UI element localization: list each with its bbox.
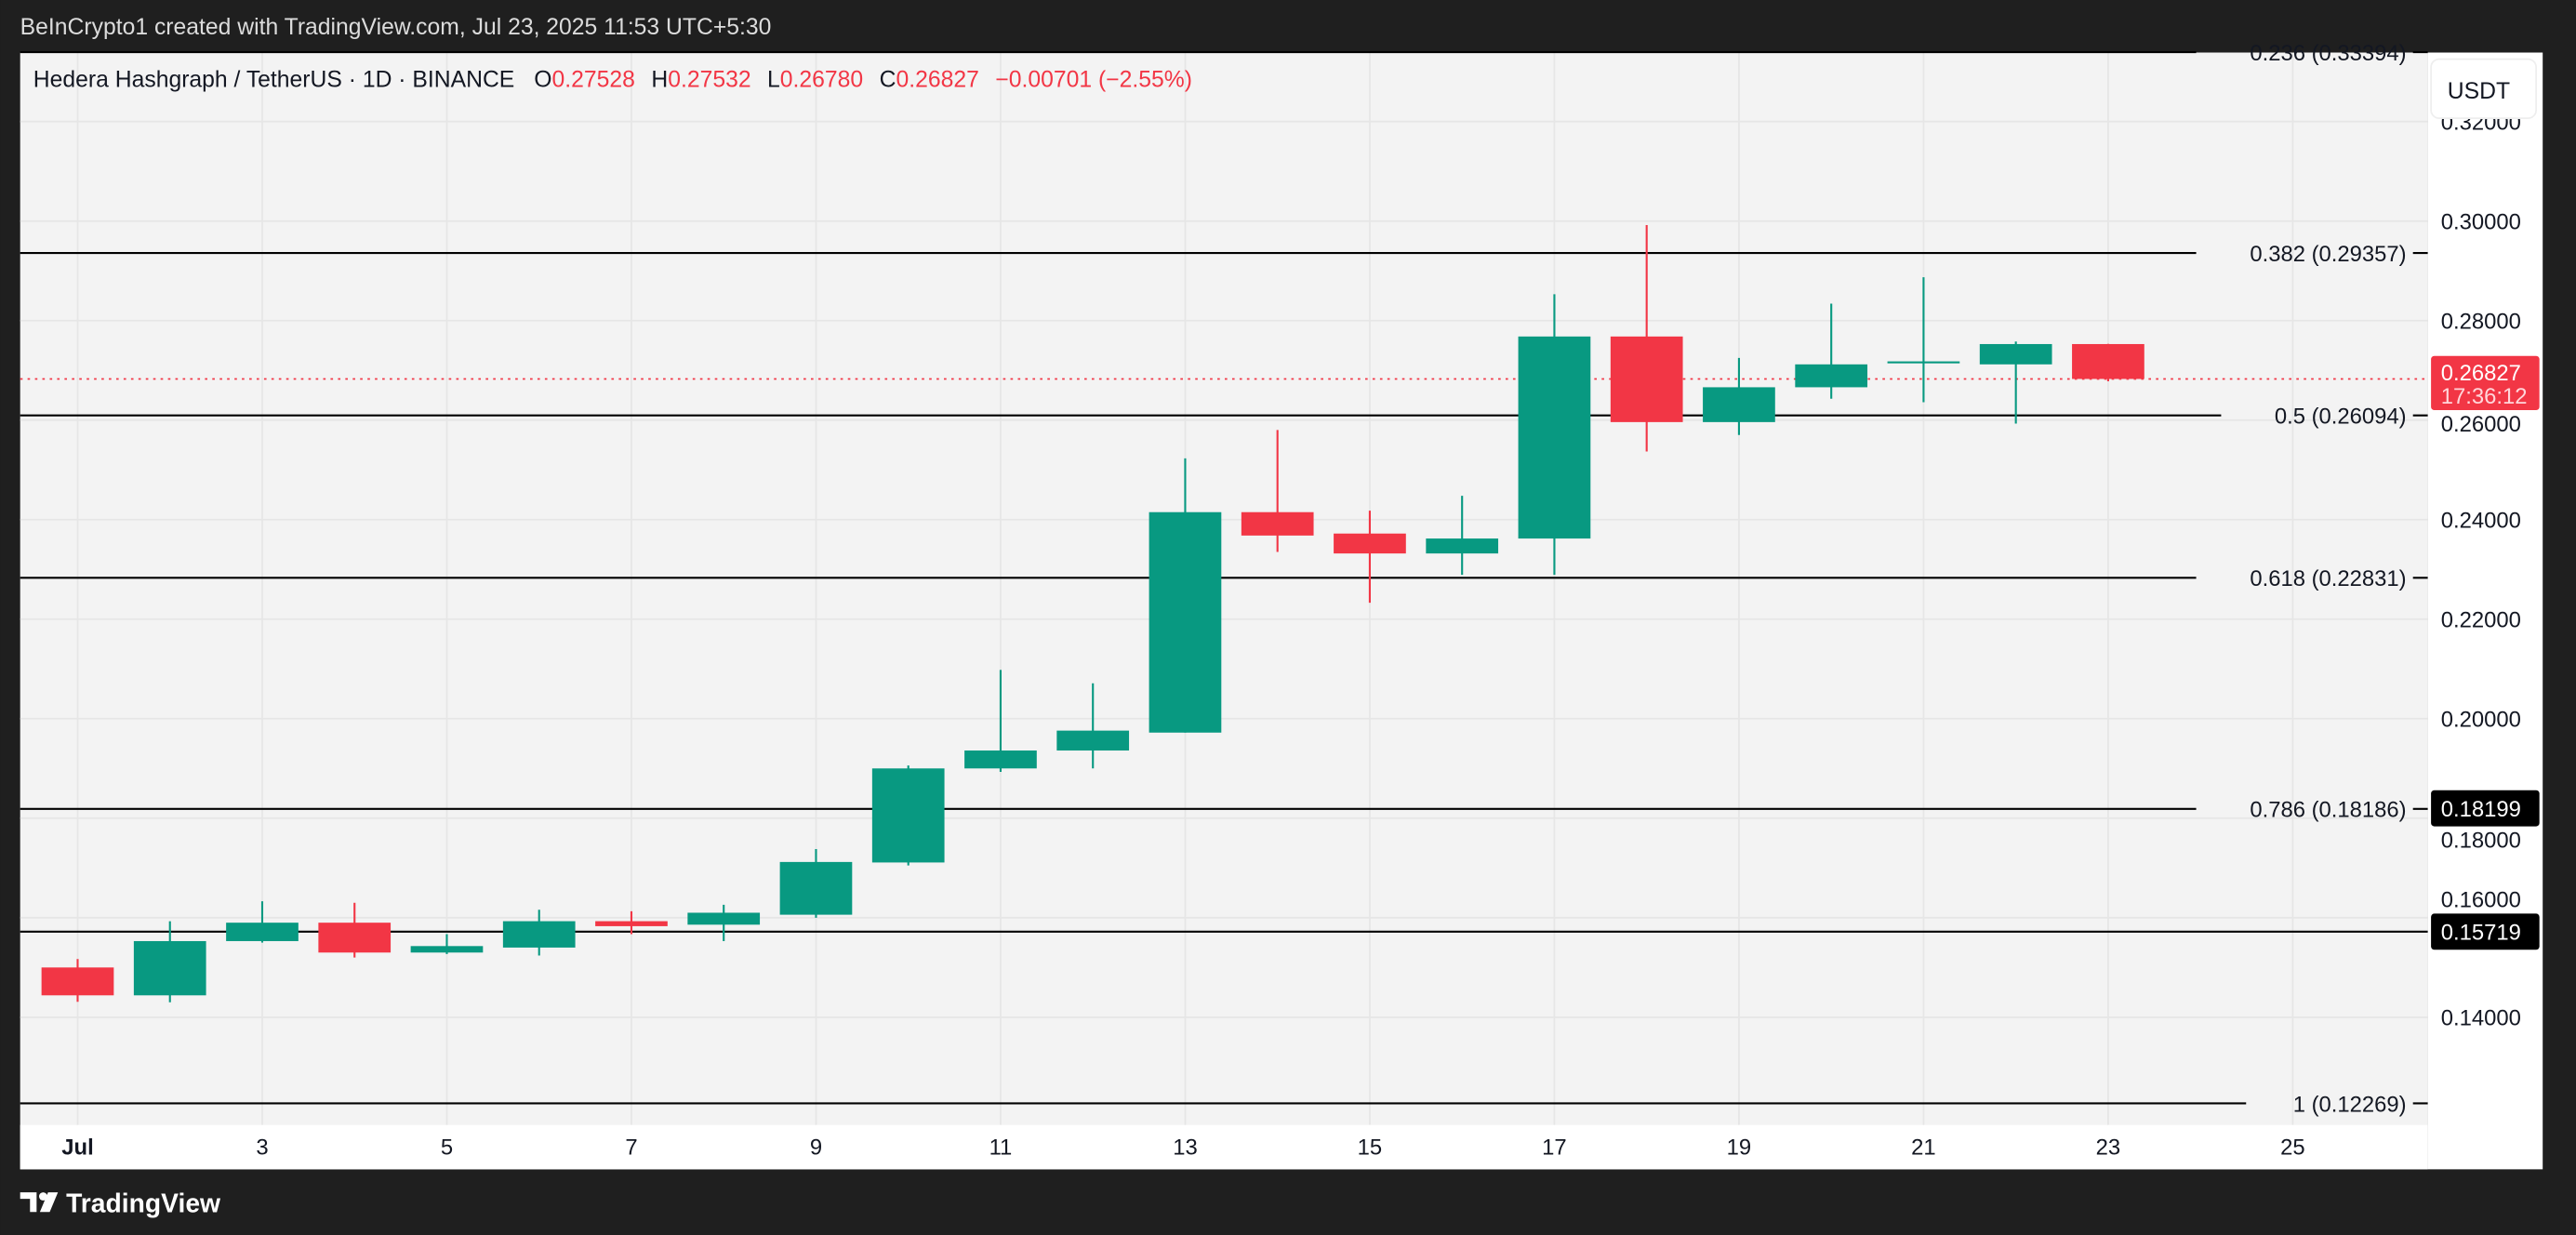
candle-body bbox=[1518, 336, 1591, 539]
candle-body bbox=[133, 940, 206, 996]
x-tick-label: 9 bbox=[810, 1135, 822, 1160]
y-tick-label: 0.18000 bbox=[2441, 829, 2521, 854]
x-tick-label: 7 bbox=[625, 1135, 637, 1160]
symbol-title: Hedera Hashgraph / TetherUS · 1D · BINAN… bbox=[33, 68, 514, 93]
candle-body bbox=[1795, 364, 1868, 388]
currency-label: USDT bbox=[2448, 79, 2510, 104]
x-tick-label: 21 bbox=[1911, 1135, 1936, 1160]
x-tick-label: 17 bbox=[1542, 1135, 1567, 1160]
candle-body bbox=[41, 967, 114, 996]
low-label: L bbox=[767, 68, 780, 93]
x-tick-label: 15 bbox=[1358, 1135, 1383, 1160]
candle-body bbox=[964, 750, 1037, 769]
y-tick-label: 0.14000 bbox=[2441, 1006, 2521, 1031]
currency-button[interactable]: USDT bbox=[2430, 58, 2538, 120]
open-value: 0.27528 bbox=[552, 68, 635, 93]
low-value: 0.26780 bbox=[780, 68, 863, 93]
brand-text: TradingView bbox=[66, 1188, 221, 1217]
plot-area[interactable] bbox=[20, 52, 2428, 1170]
tradingview-logo-icon bbox=[20, 1192, 59, 1213]
high-value: 0.27532 bbox=[668, 68, 750, 93]
candle-body bbox=[318, 923, 392, 953]
candles bbox=[41, 224, 2144, 1003]
last-price-badge-bg bbox=[2431, 355, 2540, 411]
fib-retracement[interactable]: 0.236 (0.33394) 0.382 (0.29357) 0.5 (0.260… bbox=[20, 41, 2428, 1117]
open-label: O bbox=[534, 68, 551, 93]
x-tick-label: 3 bbox=[256, 1135, 268, 1160]
y-tick-label: 0.28000 bbox=[2441, 310, 2521, 335]
candle-body bbox=[1703, 387, 1775, 422]
x-tick-label: 25 bbox=[2280, 1135, 2305, 1160]
y-tick-label: 0.22000 bbox=[2441, 608, 2521, 633]
countdown-label: 17:36:12 bbox=[2441, 384, 2528, 409]
y-tick-label: 0.30000 bbox=[2441, 210, 2521, 235]
time-axis[interactable] bbox=[20, 1124, 2428, 1170]
y-tick-label: 0.24000 bbox=[2441, 509, 2521, 534]
fib-level-label: 0.786 (0.18186) bbox=[2250, 798, 2406, 823]
x-tick-label: 19 bbox=[1727, 1135, 1752, 1160]
fib-level-label: 0.382 (0.29357) bbox=[2250, 242, 2406, 267]
high-label: H bbox=[651, 68, 668, 93]
fib-level-label: 1 (0.12269) bbox=[2293, 1092, 2407, 1117]
candle-body bbox=[1610, 336, 1683, 422]
chart-legend: Hedera Hashgraph / TetherUS · 1D · BINAN… bbox=[33, 68, 1192, 93]
candle-body bbox=[687, 912, 761, 925]
tradingview-brand[interactable]: TradingView bbox=[20, 1188, 221, 1217]
candle-body bbox=[1241, 511, 1314, 536]
price-axis[interactable] bbox=[2427, 52, 2543, 1170]
candle-body bbox=[1979, 343, 2052, 365]
y-tick-label: 0.26000 bbox=[2441, 412, 2521, 437]
candle-body bbox=[1056, 730, 1130, 751]
fib-level-label: 0.5 (0.26094) bbox=[2275, 405, 2407, 430]
x-axis-ticks: Jul 3 5 7 9 11 13 15 17 19 21 23 25 bbox=[61, 1135, 2304, 1160]
x-tick-label: 23 bbox=[2096, 1135, 2121, 1160]
x-tick-label: Jul bbox=[61, 1135, 93, 1160]
close-value: 0.26827 bbox=[896, 68, 978, 93]
last-price-label: 0.26827 bbox=[2441, 361, 2521, 386]
fib-level-label: 0.236 (0.33394) bbox=[2250, 41, 2406, 66]
y-tick-label: 0.16000 bbox=[2441, 887, 2521, 912]
candle-body bbox=[1334, 533, 1406, 554]
candle-body bbox=[2072, 343, 2144, 379]
x-tick-label: 5 bbox=[441, 1135, 453, 1160]
candle-body bbox=[502, 921, 576, 948]
grid bbox=[20, 52, 2428, 1125]
y-axis-ticks: 0.320000.300000.280000.260000.240000.220… bbox=[2441, 111, 2521, 1031]
horizontal-line-badge: 0.15719 bbox=[2441, 921, 2521, 946]
price-badge: 0.18199 bbox=[2441, 797, 2521, 822]
price-badge-bg bbox=[2431, 790, 2540, 827]
candle-body bbox=[1149, 511, 1222, 733]
horizontal-line-badge-bg bbox=[2431, 913, 2540, 950]
candle-body bbox=[226, 923, 299, 941]
change-value: −0.00701 (−2.55%) bbox=[995, 68, 1192, 93]
candle-body bbox=[410, 946, 484, 953]
credit-text: BeInCrypto1 created with TradingView.com… bbox=[20, 15, 772, 40]
y-tick-label: 0.20000 bbox=[2441, 708, 2521, 733]
candle-body bbox=[779, 861, 853, 915]
candle-body bbox=[871, 768, 945, 863]
candle-body bbox=[595, 921, 668, 926]
candle-body bbox=[1887, 361, 1960, 364]
x-tick-label: 13 bbox=[1173, 1135, 1198, 1160]
candle-body bbox=[1426, 538, 1499, 554]
close-label: C bbox=[880, 68, 896, 93]
x-tick-label: 11 bbox=[989, 1135, 1013, 1160]
fib-level-label: 0.618 (0.22831) bbox=[2250, 566, 2406, 591]
